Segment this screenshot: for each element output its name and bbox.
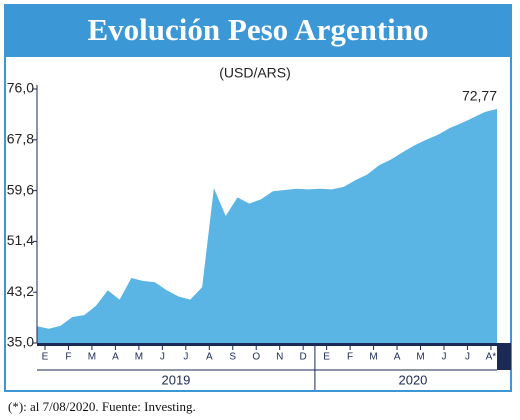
x-tick-label: E: [42, 352, 49, 363]
x-tick-label: A: [206, 352, 213, 363]
title-banner: [5, 5, 511, 57]
y-tick-label: 51,4: [7, 232, 34, 248]
x-tick-label: M: [88, 352, 96, 363]
x-tick-label: S: [229, 352, 236, 363]
x-tick-label: D: [300, 352, 307, 363]
x-tick-label: A*: [486, 352, 497, 363]
x-tick-label: A: [112, 352, 119, 363]
footnote: (*): al 7/08/2020. Fuente: Investing.: [8, 399, 196, 414]
x-tick-label: M: [416, 352, 424, 363]
y-tick-label: 76,0: [7, 80, 34, 96]
data-label: 72,77: [462, 88, 497, 104]
x-tick-label: M: [369, 352, 377, 363]
x-axis-bar: [37, 343, 511, 346]
x-tick-label: F: [347, 352, 353, 363]
chart-title: Evolución Peso Argentino: [87, 12, 428, 47]
area: [37, 109, 497, 343]
x-tick-label: O: [252, 352, 260, 363]
year-label: 2020: [398, 372, 427, 387]
year-label: 2019: [161, 372, 190, 387]
chart-subtitle: (USD/ARS): [219, 65, 291, 81]
x-tick-label: N: [276, 352, 283, 363]
x-tick-label: J: [465, 352, 470, 363]
x-tick-label: J: [441, 352, 446, 363]
y-tick-label: 43,2: [7, 283, 34, 299]
x-tick-label: J: [183, 352, 188, 363]
x-tick-label: F: [65, 352, 71, 363]
y-tick-label: 35,0: [7, 334, 34, 350]
y-tick-label: 67,8: [7, 131, 34, 147]
x-tick-label: J: [160, 352, 165, 363]
corner-block: [497, 343, 511, 370]
x-tick-label: E: [323, 352, 330, 363]
x-tick-label: M: [135, 352, 143, 363]
x-tick-label: A: [394, 352, 401, 363]
y-tick-label: 59,6: [7, 181, 34, 197]
